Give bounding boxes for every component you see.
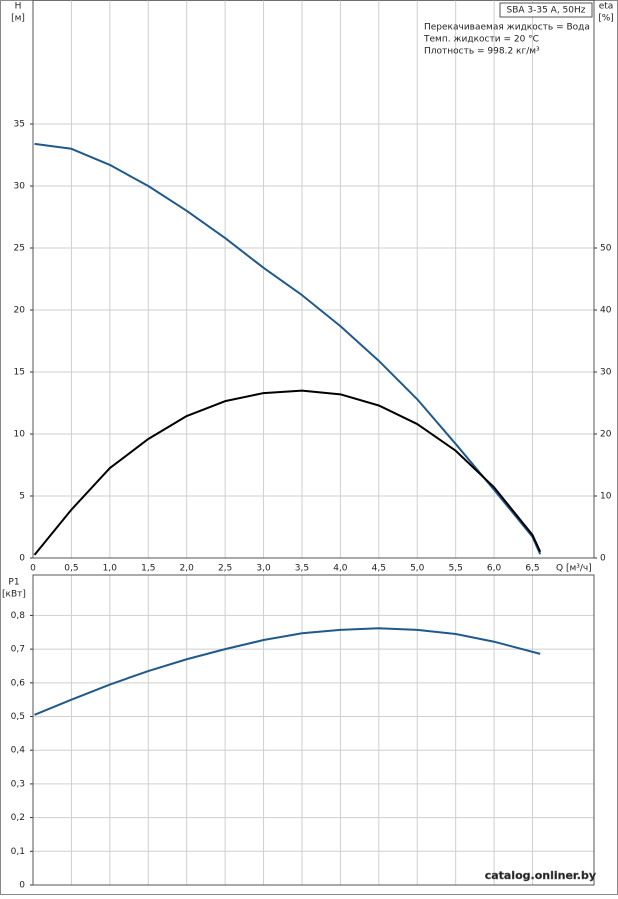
series-line: [33, 389, 542, 556]
y-tick-label: 5: [19, 492, 25, 502]
y-axis-label: [кВт]: [2, 590, 26, 600]
y-tick-label: 0,7: [11, 645, 25, 655]
y-tick-label: 0,1: [11, 847, 25, 857]
y-tick-label: 0: [19, 881, 25, 891]
x-tick-label: 1,0: [103, 564, 118, 574]
y2-tick-label: 30: [600, 368, 612, 378]
y-tick-label: 0,4: [11, 746, 26, 756]
x-tick-label: 2,5: [218, 564, 232, 574]
title-box: [499, 2, 593, 18]
y-tick-label: 35: [14, 120, 25, 130]
y-tick-label: 10: [14, 430, 26, 440]
x-tick-label: 1,5: [141, 564, 155, 574]
y-tick-label: 30: [14, 182, 26, 192]
y2-tick-label: 0: [600, 554, 606, 564]
y-tick-label: 20: [14, 306, 26, 316]
y-tick-label: 0: [19, 554, 25, 564]
x-tick-label: 4,0: [333, 564, 348, 574]
y2-tick-label: 20: [600, 430, 612, 440]
y-axis-label: P1: [8, 578, 19, 588]
y-tick-label: 0,3: [11, 779, 25, 789]
y-tick-label: 0,5: [11, 712, 25, 722]
y2-tick-label: 50: [600, 244, 612, 254]
x-tick-label: 5,5: [449, 564, 463, 574]
y-tick-label: 25: [14, 244, 25, 254]
plot-border: [32, 0, 595, 559]
chart-title: SBA 3-35 A, 50Hz: [506, 6, 585, 16]
series-line: [34, 627, 541, 716]
y2-tick-label: 40: [600, 306, 612, 316]
y2-axis-label: [%]: [598, 14, 614, 24]
x-tick-label: 0,5: [64, 564, 78, 574]
y-tick-label: 0,2: [11, 813, 25, 823]
x-tick-label: 3,5: [295, 564, 309, 574]
x-tick-label: 6,5: [525, 564, 539, 574]
x-axis-label: Q [м³/ч]: [556, 564, 592, 574]
x-tick-label: 5,0: [410, 564, 425, 574]
x-tick-label: 4,5: [372, 564, 386, 574]
x-tick-label: 2,0: [180, 564, 195, 574]
plot-border: [32, 574, 595, 886]
note: Плотность = 998.2 кг/м³: [424, 47, 540, 57]
x-tick-label: 3,0: [256, 564, 271, 574]
y-tick-label: 15: [14, 368, 25, 378]
watermark: catalog.onliner.by: [485, 869, 596, 882]
x-tick-label: 6,0: [487, 564, 502, 574]
y2-tick-label: 10: [600, 492, 612, 502]
y-axis-label: [м]: [11, 14, 25, 24]
x-tick-label: 0: [30, 564, 36, 574]
y-tick-label: 0,8: [11, 611, 26, 621]
note: Темп. жидкости = 20 °C: [423, 35, 539, 45]
y2-axis-label: eta: [599, 2, 614, 12]
y-axis-label: H: [15, 2, 22, 12]
note: Перекачиваемая жидкость = Вода: [424, 23, 590, 33]
y-tick-label: 0,6: [11, 678, 26, 688]
